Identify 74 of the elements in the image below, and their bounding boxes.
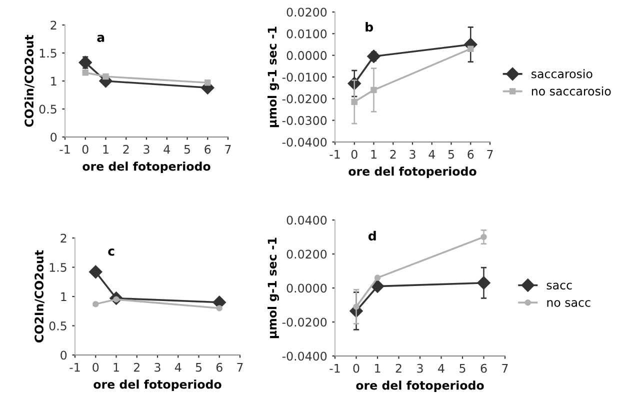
y-tick-label: -0.0100 [282,72,327,82]
x-tick-label: 5 [184,145,190,154]
legend-label: no sacc [547,300,590,307]
x-tick-label: -1 [330,364,340,373]
x-tick-label: 1 [103,145,108,154]
x-tick-label: 1 [375,364,380,373]
y-axis-title: µmol g-1 sec -1 [268,238,280,338]
x-tick-label: 2 [390,150,396,159]
y-tick-label: 0.0200 [286,250,327,259]
x-axis-title: ore del fotoperiodo [348,166,476,178]
legend-label: no saccarosio [532,86,611,96]
x-tick-label: 2 [123,144,129,154]
y-tick-label: 1.5 [40,48,56,58]
x-tick-label: 6 [216,362,222,372]
y-tick-label: 1.5 [50,263,66,272]
x-tick-label: 5 [448,150,454,159]
y-tick-label: 2 [60,234,66,242]
y-tick-label: 0 [60,350,67,360]
x-tick-label: 3 [410,150,416,159]
x-tick-label: 0 [82,144,88,154]
y-tick-label: 0.0100 [286,29,327,38]
y-tick-label: 2 [50,20,56,30]
x-axis-title: ore del fotoperiodo [94,380,222,392]
y-tick-label: 0.5 [49,321,66,330]
x-tick-label: -1 [60,145,70,154]
y-tick-label: 0.0000 [286,284,327,293]
x-tick-label: 7 [225,145,231,154]
y-tick-label: -0.0400 [282,138,327,147]
y-tick-label: 0.0400 [286,216,327,225]
y-tick-label: 0 [50,132,57,142]
x-tick-label: 1 [371,150,376,159]
y-tick-label: -0.0300 [282,116,327,125]
x-tick-label: 0 [92,362,99,372]
y-tick-label: 0.0200 [286,8,327,17]
annotation: d [368,230,376,241]
x-tick-label: 7 [502,364,508,373]
x-tick-label: 4 [428,150,435,159]
annotation: c [108,248,114,256]
x-tick-label: 3 [417,364,423,373]
x-tick-label: 5 [460,364,466,373]
x-tick-label: 7 [237,363,243,372]
legend-label: sacc [546,282,572,290]
x-tick-label: 3 [144,144,150,154]
x-tick-label: 6 [468,150,474,159]
x-tick-label: 4 [164,145,170,154]
annotation: b [366,22,374,32]
y-axis-title: CO2in/CO2out [24,34,34,127]
x-tick-label: 0 [353,364,360,373]
x-tick-label: 7 [487,150,493,159]
x-tick-label: 2 [396,364,402,373]
y-tick-label: -0.0200 [282,94,327,104]
x-tick-label: -1 [70,363,80,372]
x-axis-title: ore del fotoperiodo [356,380,484,392]
x-tick-label: 0 [351,150,358,159]
x-tick-label: 6 [480,364,487,373]
x-tick-label: 4 [438,364,444,373]
x-tick-label: 3 [154,362,160,372]
y-axis-title: CO2In/CO2out [34,250,44,342]
x-axis-title: ore del fotoperiodo [82,162,210,174]
x-tick-label: 6 [204,144,211,154]
legend-label: saccarosio [532,69,592,78]
x-tick-label: 2 [134,362,140,372]
y-tick-label: 1 [51,76,56,86]
x-tick-label: 1 [114,363,119,372]
y-axis-title: µmol g-1 sec -1 [268,26,280,128]
y-tick-label: 1 [61,292,66,301]
annotation: a [97,34,104,42]
y-tick-label: 0.5 [39,104,56,114]
x-tick-label: 5 [196,363,202,372]
x-tick-label: -1 [330,150,340,159]
x-tick-label: 4 [174,363,182,372]
y-tick-label: -0.0400 [282,352,327,361]
y-tick-label: -0.0200 [282,318,327,327]
y-tick-label: 0.0000 [286,51,327,60]
